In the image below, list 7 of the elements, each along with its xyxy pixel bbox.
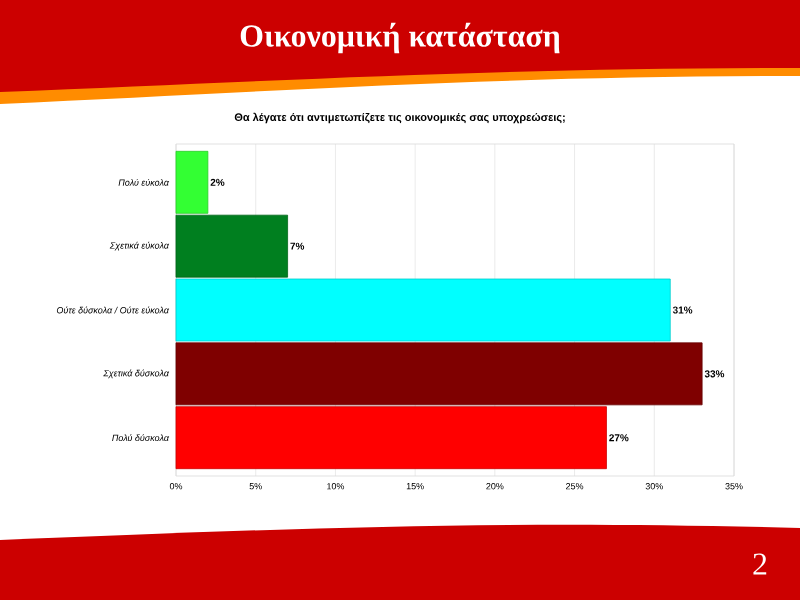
bar (175, 406, 607, 470)
text: 2 (753, 553, 767, 575)
bar (175, 342, 703, 406)
bar (175, 214, 288, 278)
bar (175, 278, 671, 342)
chart-title: Οικονομική κατάσταση (240, 22, 560, 54)
bar (175, 150, 209, 214)
